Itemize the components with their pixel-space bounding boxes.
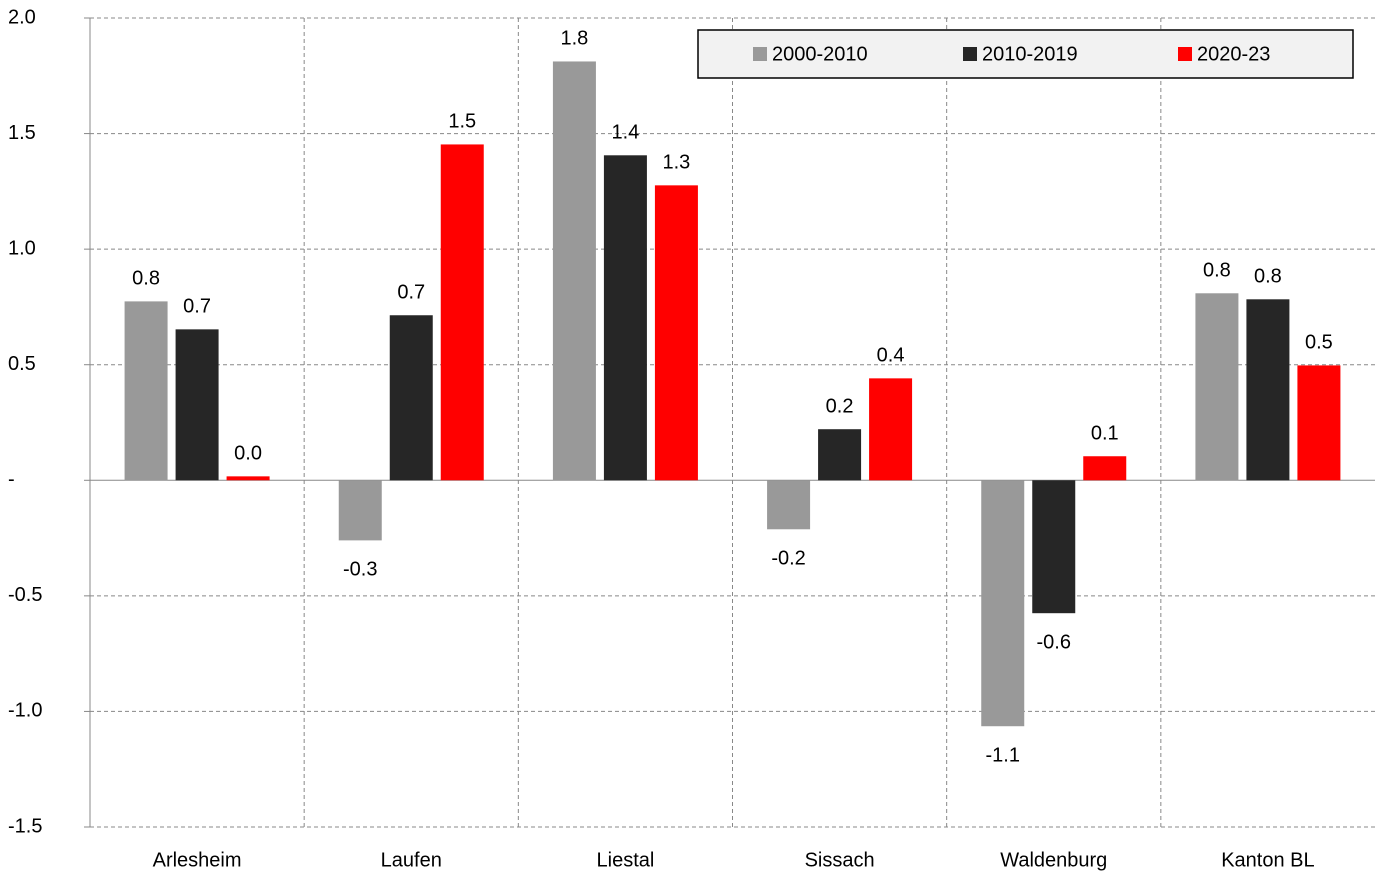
y-tick-label: 1.0: [8, 237, 36, 259]
y-tick-label: -0.5: [8, 584, 42, 606]
y-tick-label: -1.5: [8, 815, 42, 837]
legend-box: [697, 29, 1354, 79]
bar: [818, 429, 862, 481]
value-label: 0.5: [1305, 332, 1333, 354]
value-label: 1.5: [448, 111, 476, 133]
value-label: 0.7: [183, 296, 211, 318]
bar: [1083, 456, 1127, 481]
x-tick-label: Arlesheim: [153, 849, 242, 871]
value-label: -0.2: [771, 548, 805, 570]
value-label: -0.3: [343, 559, 377, 581]
y-tick-label: 2.0: [8, 6, 36, 28]
bar: [226, 476, 270, 481]
value-label: 0.7: [397, 282, 425, 304]
bar: [981, 480, 1025, 727]
x-tick-label: Liestal: [597, 849, 655, 871]
value-label: 1.8: [561, 28, 589, 50]
legend-label: 2010-2019: [982, 43, 1078, 65]
value-label: 0.4: [877, 345, 905, 367]
value-label: 0.0: [234, 443, 262, 465]
value-label: -0.6: [1037, 631, 1071, 653]
value-label: -1.1: [986, 745, 1020, 767]
bar: [440, 144, 484, 481]
x-tick-label: Laufen: [381, 849, 442, 871]
value-label: 0.1: [1091, 423, 1119, 445]
bar: [1032, 480, 1076, 614]
legend: 2000-2010 2010-2019 2020-23: [697, 29, 1354, 79]
x-tick-label: Kanton BL: [1221, 849, 1314, 871]
x-tick-label: Sissach: [805, 849, 875, 871]
value-label: 0.8: [1203, 260, 1231, 282]
x-tick-label: Waldenburg: [1000, 849, 1107, 871]
bar: [175, 329, 219, 481]
y-tick-label: 1.5: [8, 122, 36, 144]
y-tick-label: -1.0: [8, 700, 42, 722]
bar: [869, 378, 913, 481]
bar: [1246, 299, 1290, 481]
legend-swatch: [963, 47, 977, 61]
value-label: 0.8: [1254, 266, 1282, 288]
value-label: 1.3: [663, 152, 691, 174]
bar: [603, 155, 647, 481]
bar: [654, 185, 698, 481]
y-tick-label: -: [8, 469, 15, 491]
bar: [1297, 365, 1341, 481]
legend-swatch: [1178, 47, 1192, 61]
value-label: 1.4: [612, 122, 640, 144]
bar: [552, 61, 596, 481]
value-label: 0.2: [826, 395, 854, 417]
bar: [338, 480, 382, 541]
legend-label: 2000-2010: [772, 43, 868, 65]
value-label: 0.8: [132, 268, 160, 290]
bar: [767, 480, 811, 530]
legend-label: 2020-23: [1197, 43, 1270, 65]
bar: [389, 315, 433, 481]
bar: [124, 301, 168, 481]
bar: [1195, 293, 1239, 481]
legend-swatch: [753, 47, 767, 61]
y-tick-label: 0.5: [8, 353, 36, 375]
